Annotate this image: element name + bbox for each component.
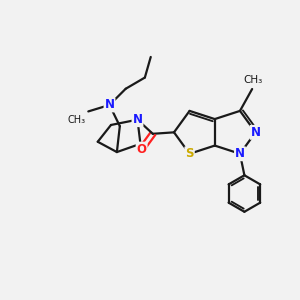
- Text: N: N: [133, 113, 142, 126]
- Text: S: S: [185, 147, 194, 160]
- Text: N: N: [235, 147, 245, 160]
- Text: CH₃: CH₃: [68, 115, 86, 125]
- Text: CH₃: CH₃: [243, 76, 262, 85]
- Text: O: O: [136, 142, 147, 156]
- Text: N: N: [104, 98, 115, 112]
- Text: N: N: [250, 126, 261, 139]
